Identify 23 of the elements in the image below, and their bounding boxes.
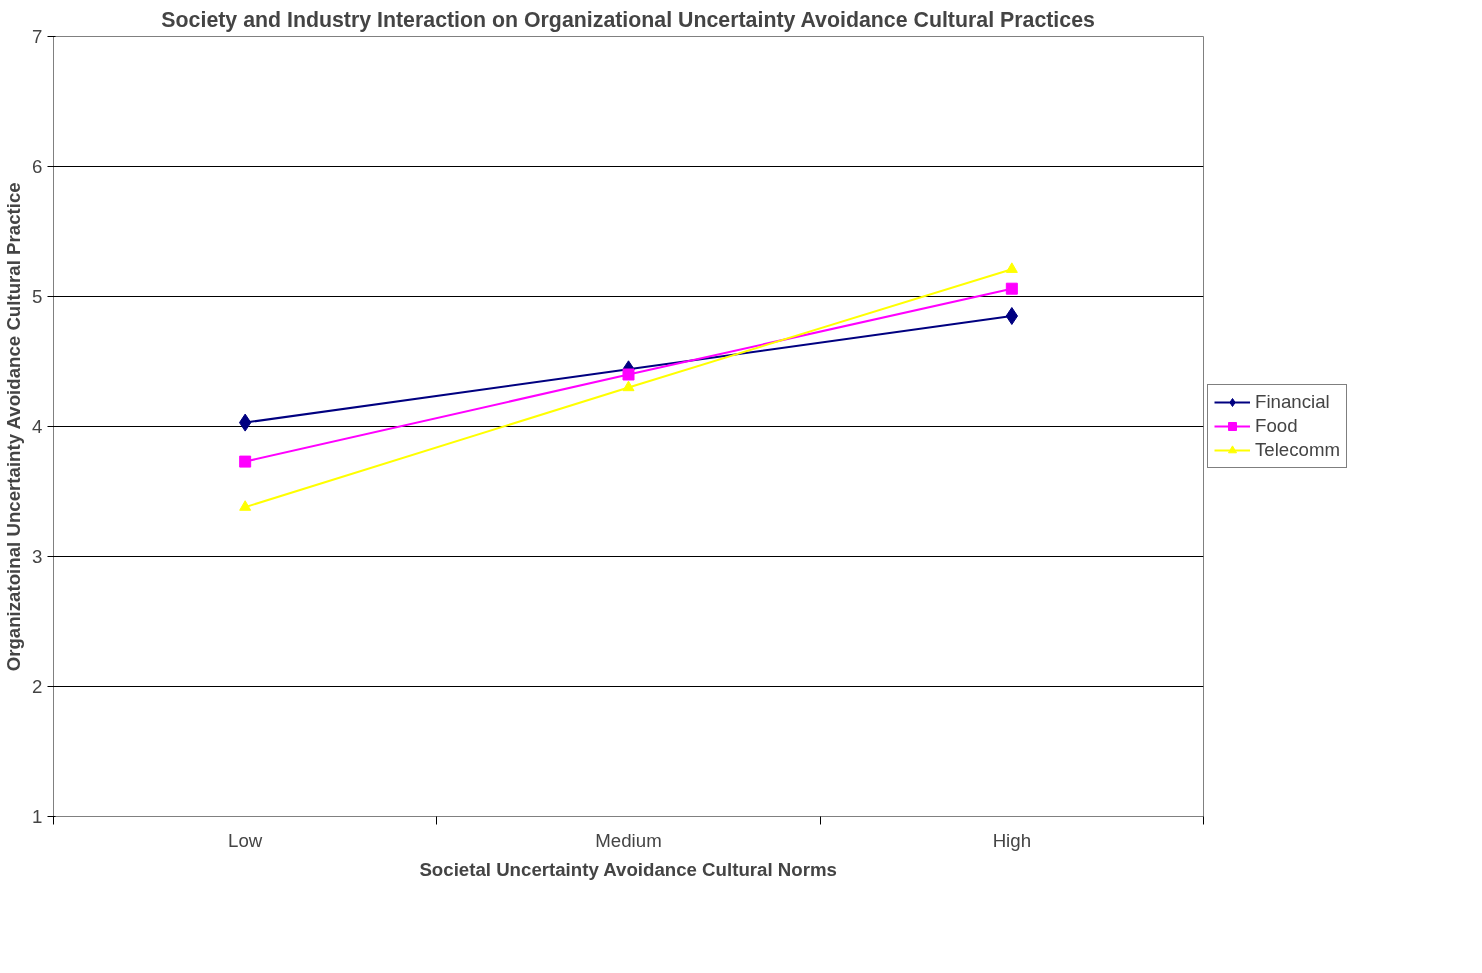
x-tick-label: Medium [595, 829, 662, 851]
x-axis-title: Societal Uncertainty Avoidance Cultural Norms [419, 858, 837, 880]
point [1005, 307, 1018, 325]
point [239, 455, 252, 468]
y-tick-label: 1 [32, 806, 43, 827]
x-tick-label: High [992, 829, 1032, 851]
y-tick-label: 6 [32, 156, 43, 177]
chart-title: Society and Industry Interaction on Organizational Uncertainty Avoidance Cultural Practices [161, 7, 1095, 32]
legend-label: Financial [1255, 391, 1330, 413]
point [1005, 282, 1018, 295]
point [622, 368, 635, 381]
point [239, 500, 252, 511]
y-axis-title: Organizatoinal Uncertainty Avoidance Cultural Practice [3, 182, 25, 672]
y-tick-label: 2 [32, 676, 43, 697]
point [1005, 262, 1018, 273]
y-tick-label: 5 [32, 286, 43, 307]
point [622, 380, 635, 392]
y-tick-label: 7 [32, 26, 43, 47]
x-tick-label: Low [228, 829, 263, 851]
legend-label: Food [1255, 415, 1298, 437]
legend-label: Telecomm [1255, 439, 1341, 461]
y-tick-label: 3 [32, 546, 43, 567]
y-tick-label: 4 [32, 416, 43, 437]
